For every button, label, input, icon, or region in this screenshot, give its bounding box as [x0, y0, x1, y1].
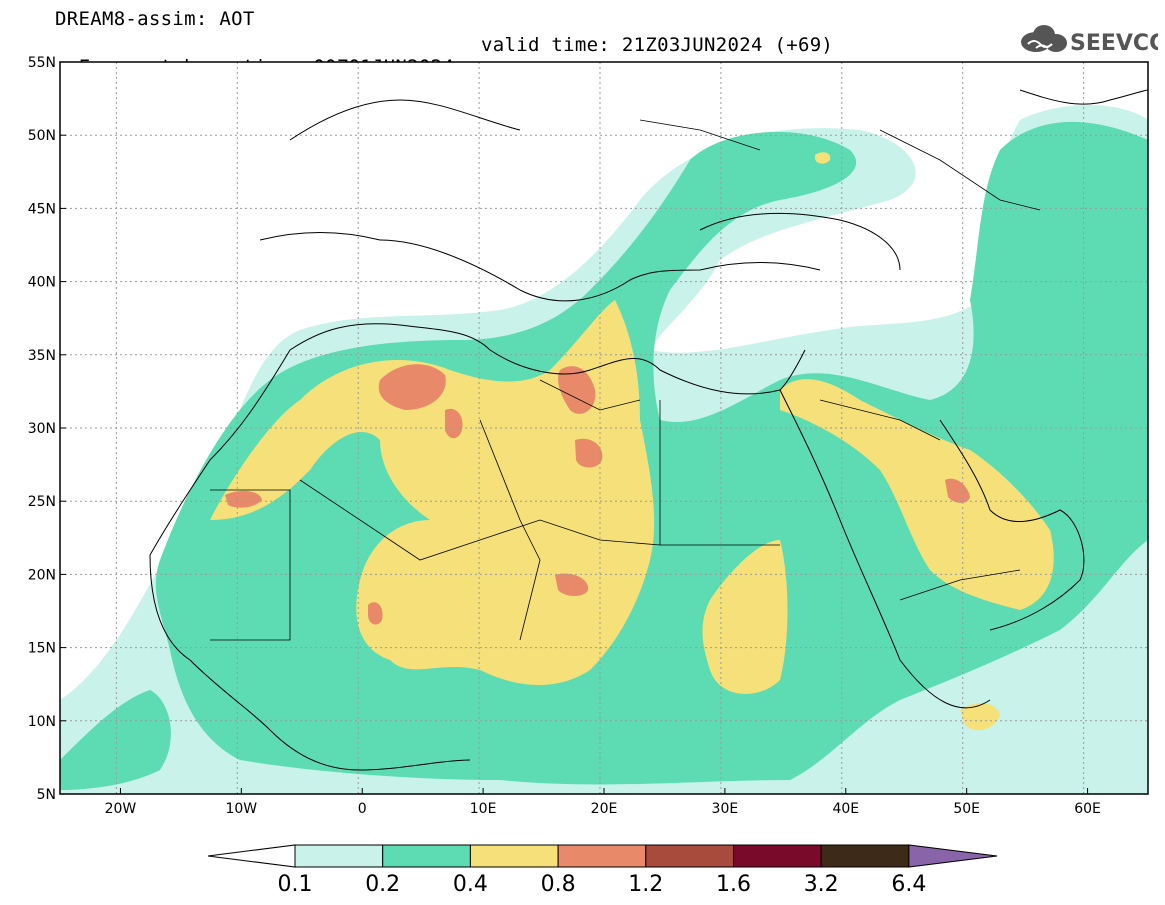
- lon-tick-label: 30E: [712, 801, 739, 817]
- lat-tick-label: 30N: [28, 421, 56, 437]
- lon-tick-label: 10E: [470, 801, 497, 817]
- colorbar-segment: [382, 844, 471, 868]
- lat-tick-label: 50N: [28, 128, 56, 144]
- aot-0.4-0.8-region: [210, 300, 1054, 731]
- colorbar-label: 1.6: [716, 872, 751, 897]
- logo-text: SEEVCCC: [1070, 31, 1158, 56]
- lat-tick-label: 45N: [28, 201, 56, 217]
- lat-tick-label: 55N: [28, 55, 56, 71]
- lat-tick-label: 35N: [28, 348, 56, 364]
- colorbar-segment: [294, 844, 384, 868]
- seevccc-logo: SEEVCCC: [1021, 25, 1158, 56]
- lat-tick-label: 40N: [28, 275, 56, 291]
- lat-tick-label: 5N: [37, 787, 56, 803]
- lon-tick-label: 60E: [1074, 801, 1101, 817]
- colorbar-segment: [820, 844, 910, 868]
- lat-tick-label: 20N: [28, 567, 56, 583]
- colorbar-segment: [733, 844, 822, 868]
- aot-0.8-1.2-region: [225, 152, 970, 625]
- lat-tick-label: 15N: [28, 641, 56, 657]
- colorbar-label: 0.4: [453, 872, 488, 897]
- lat-tick-label: 10N: [28, 714, 56, 730]
- latitude-ticks: 55N 50N 45N 40N 35N 30N 25N 20N 15N 10N 5N: [28, 55, 66, 803]
- lon-tick-label: 20W: [105, 801, 137, 817]
- valid-time: valid time: 21Z03JUN2024 (+69): [481, 34, 834, 56]
- grid-lines: [60, 62, 1148, 794]
- cloud-icon: [1021, 25, 1067, 52]
- lon-tick-label: 0: [358, 801, 367, 817]
- colorbar-segment: [557, 844, 647, 868]
- colorbar-segment: [645, 844, 734, 868]
- colorbar: 0.1 0.2 0.4 0.8 1.2 1.6 3.2 6.4: [207, 844, 998, 897]
- coastlines: [149, 89, 1148, 771]
- map-title: DREAM8-assim: AOT: [55, 8, 255, 30]
- colorbar-label: 0.1: [278, 872, 313, 897]
- lon-tick-label: 10W: [225, 801, 257, 817]
- colorbar-label: 3.2: [804, 872, 839, 897]
- colorbar-label: 0.8: [541, 872, 576, 897]
- country-borders: [210, 119, 1041, 641]
- longitude-ticks: 20W 10W 0 10E 20E 30E 40E 50E 60E: [105, 788, 1101, 817]
- lat-tick-label: 25N: [28, 494, 56, 510]
- lon-tick-label: 40E: [832, 801, 859, 817]
- aot-field: [60, 62, 1148, 794]
- colorbar-label: 6.4: [891, 872, 926, 897]
- colorbar-segment: [469, 844, 559, 868]
- colorbar-label: 1.2: [628, 872, 663, 897]
- colorbar-label: 0.2: [365, 872, 400, 897]
- lon-tick-label: 20E: [591, 801, 618, 817]
- lon-tick-label: 50E: [953, 801, 980, 817]
- colorbar-under-arrow: [207, 844, 296, 868]
- colorbar-over-arrow: [908, 844, 998, 868]
